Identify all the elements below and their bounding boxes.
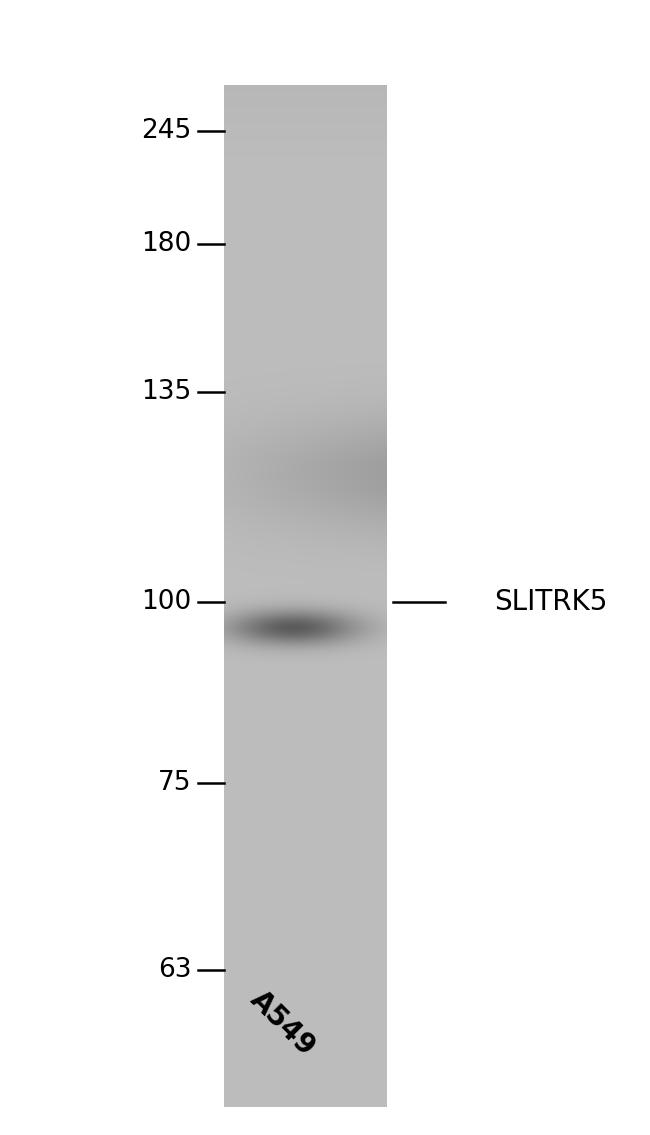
Text: 180: 180 — [142, 232, 192, 257]
Text: SLITRK5: SLITRK5 — [494, 588, 607, 615]
Text: 245: 245 — [142, 118, 192, 143]
Text: 135: 135 — [142, 379, 192, 404]
Text: 100: 100 — [142, 589, 192, 614]
Text: A549: A549 — [244, 985, 321, 1061]
Text: 63: 63 — [158, 958, 192, 983]
Text: 75: 75 — [158, 771, 192, 796]
